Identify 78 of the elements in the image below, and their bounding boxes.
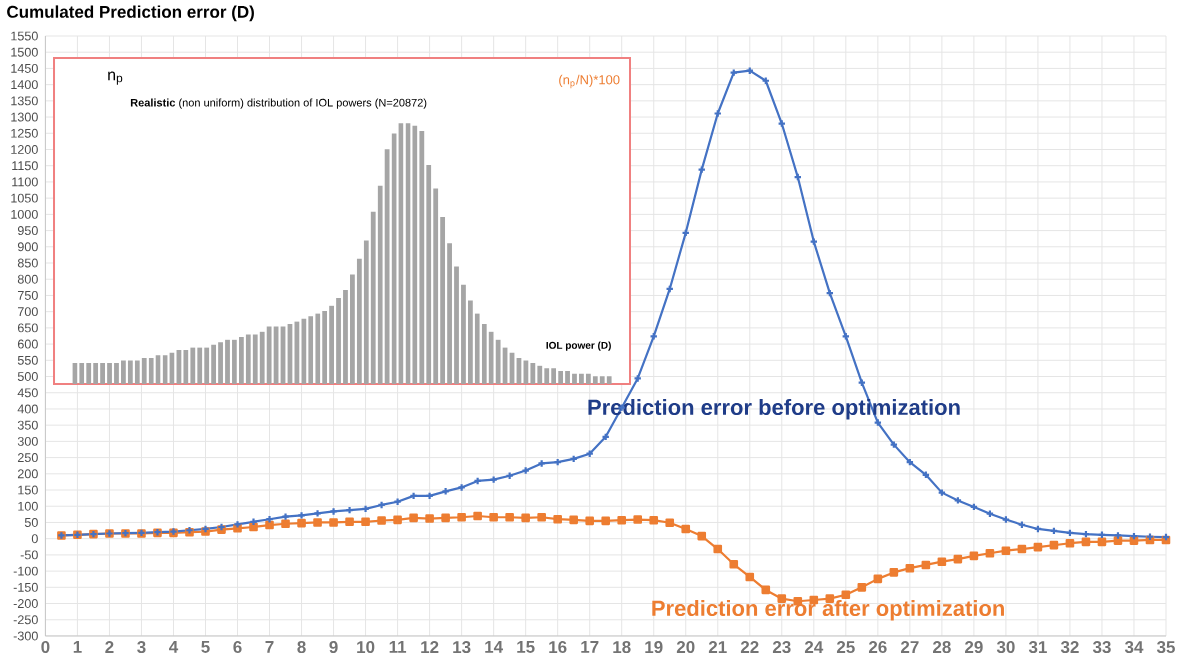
bar bbox=[606, 376, 612, 384]
bar bbox=[127, 360, 133, 384]
x-tick-label: 23 bbox=[772, 641, 791, 654]
x-tick-label: 16 bbox=[549, 641, 567, 654]
bar bbox=[308, 316, 314, 384]
x-tick-label: 20 bbox=[676, 641, 695, 654]
x-tick-label: 33 bbox=[1092, 641, 1111, 654]
bar bbox=[183, 350, 189, 384]
bar bbox=[204, 347, 210, 384]
x-tick-label: 21 bbox=[708, 641, 727, 653]
bar bbox=[218, 342, 223, 384]
bar bbox=[107, 363, 112, 384]
x-tick-label: 25 bbox=[836, 641, 855, 654]
bar bbox=[412, 125, 418, 384]
x-tick-label: 30 bbox=[996, 641, 1015, 654]
x-tick-label: 24 bbox=[804, 641, 824, 653]
bar bbox=[329, 305, 334, 384]
bar bbox=[141, 357, 147, 384]
x-tick-label: 29 bbox=[965, 641, 983, 654]
x-tick-label: 32 bbox=[1060, 641, 1079, 654]
x-tick-label: 8 bbox=[297, 641, 306, 654]
bar bbox=[495, 339, 501, 384]
chart-title: Cumulated Prediction error (D) bbox=[7, 5, 254, 22]
x-tick-label: 5 bbox=[201, 641, 210, 653]
bar bbox=[419, 131, 425, 384]
x-tick-label: 9 bbox=[329, 641, 338, 654]
bar bbox=[225, 339, 230, 384]
x-tick-label: 2 bbox=[105, 641, 114, 653]
bar bbox=[572, 373, 577, 384]
bar bbox=[294, 321, 300, 384]
x-tick-label: 31 bbox=[1028, 641, 1047, 654]
x-tick-label: 10 bbox=[357, 641, 375, 654]
x-tick-label: 34 bbox=[1124, 641, 1144, 654]
bar bbox=[322, 310, 328, 384]
bar bbox=[336, 297, 341, 384]
bar bbox=[86, 363, 92, 384]
bar bbox=[148, 357, 154, 384]
y-axis-title: n$_{p}$ bbox=[108, 71, 123, 85]
bar bbox=[252, 334, 258, 384]
bar bbox=[114, 363, 119, 384]
bar bbox=[585, 373, 591, 384]
bar bbox=[537, 365, 543, 384]
bar bbox=[121, 360, 126, 384]
bar bbox=[599, 376, 605, 384]
x-tick-label: 0 bbox=[41, 641, 50, 654]
bar bbox=[79, 363, 85, 384]
x-tick-label: 18 bbox=[613, 641, 631, 654]
bar bbox=[579, 373, 584, 384]
x-tick-label: 11 bbox=[389, 641, 407, 653]
x-tick-label: 12 bbox=[421, 641, 439, 653]
x-tick-label: 26 bbox=[868, 641, 887, 654]
x-tick-label: 17 bbox=[581, 641, 599, 653]
bar bbox=[134, 360, 140, 384]
x-tick-label: 6 bbox=[233, 641, 242, 654]
bar bbox=[100, 363, 105, 384]
series-label: Prediction error after optimization bbox=[652, 599, 1004, 621]
x-tick-label: 15 bbox=[517, 641, 535, 653]
bar bbox=[93, 363, 99, 384]
bar bbox=[551, 368, 557, 384]
x-tick-label: 4 bbox=[169, 641, 179, 653]
x-tick-label: 35 bbox=[1156, 641, 1175, 654]
x-tick-label: 13 bbox=[453, 641, 471, 654]
x-tick-label: 14 bbox=[485, 641, 504, 653]
x-tick-label: 28 bbox=[933, 641, 951, 654]
bar bbox=[530, 363, 536, 384]
bar bbox=[197, 347, 203, 384]
x-tick-label: 3 bbox=[137, 641, 146, 654]
bar bbox=[592, 376, 598, 384]
bar bbox=[565, 370, 570, 384]
x-tick-label: 1 bbox=[73, 641, 82, 653]
bar bbox=[238, 337, 244, 384]
bar bbox=[266, 326, 272, 384]
x-tick-label: 27 bbox=[900, 641, 919, 653]
bar bbox=[190, 347, 196, 384]
x-tick-label: 7 bbox=[265, 641, 274, 653]
bar bbox=[211, 344, 217, 384]
x-tick-label: 19 bbox=[645, 641, 663, 654]
x-tick-label: 22 bbox=[740, 641, 759, 653]
